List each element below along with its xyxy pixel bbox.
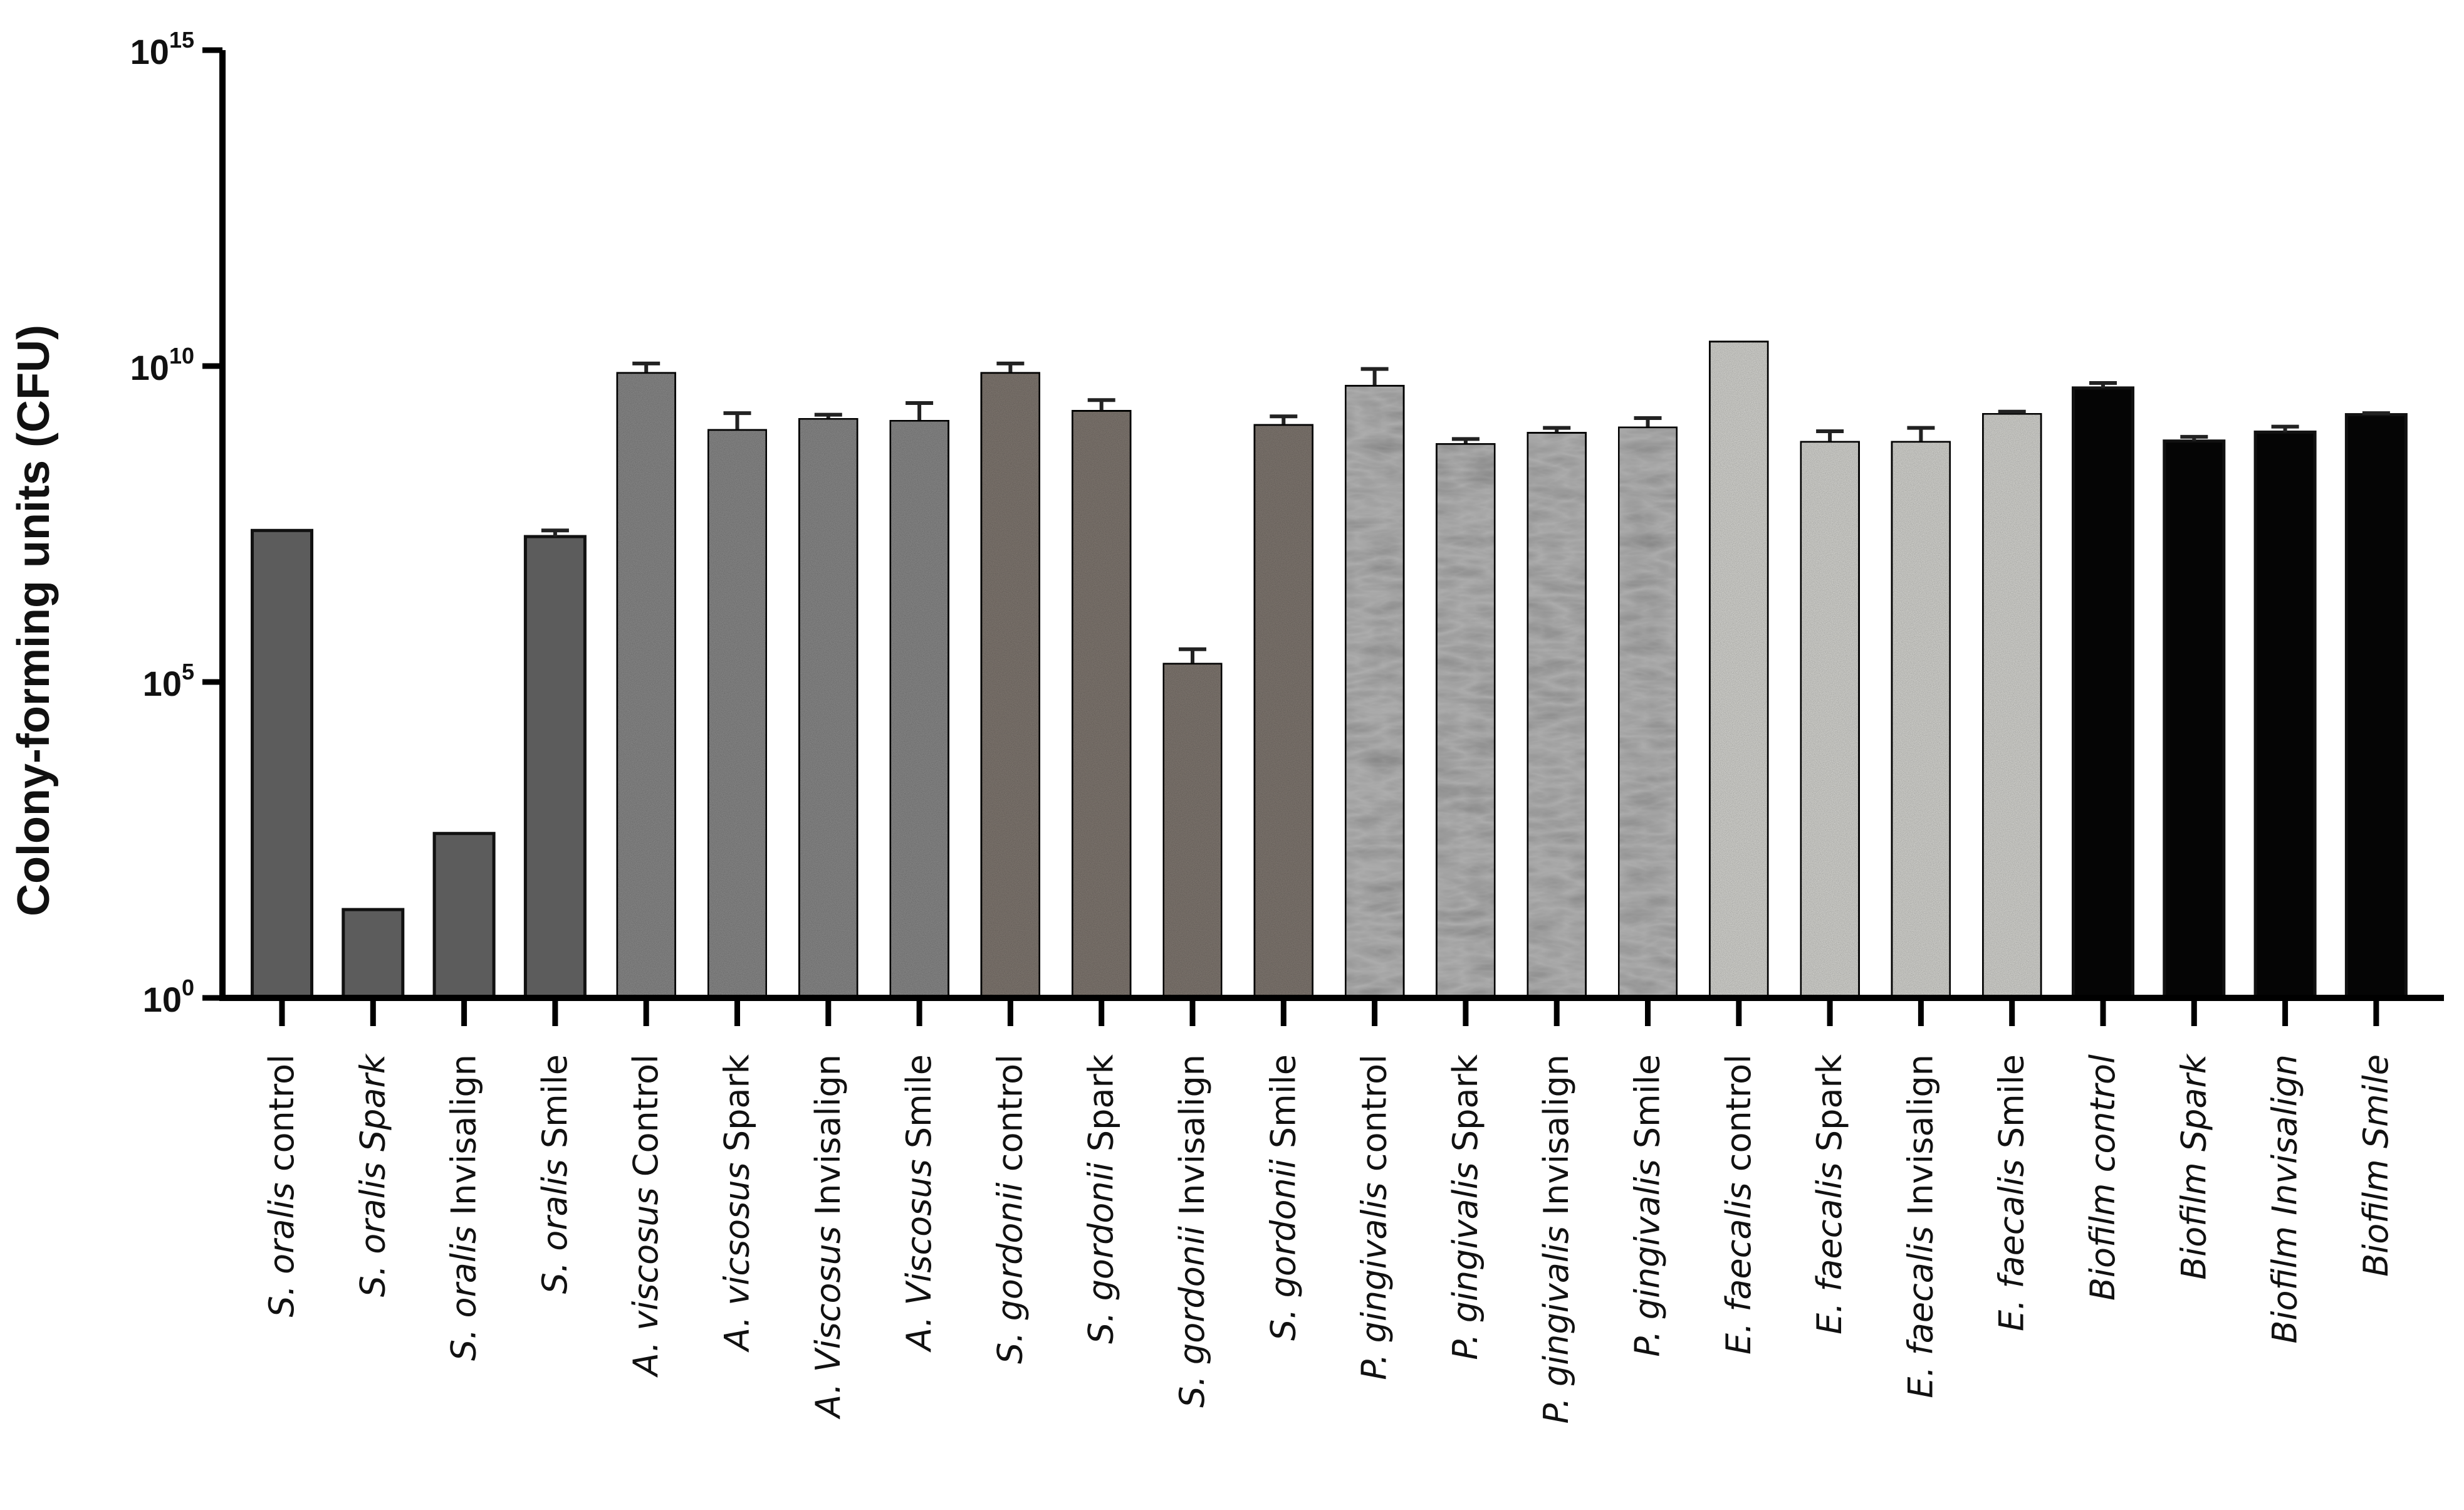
axes xyxy=(219,50,2444,1001)
y-axis-ticks: 100 105 1010 1015 xyxy=(130,27,222,1019)
bar xyxy=(979,370,1042,1000)
x-category-label: E. faecalis Spark xyxy=(1810,1054,1849,1334)
bar xyxy=(615,370,678,1000)
x-category-label: S. gordonii control xyxy=(990,1054,1030,1364)
bar xyxy=(1434,441,1497,1000)
y-tick-label: 105 xyxy=(143,659,194,703)
x-category-label: E. faecalis Smile xyxy=(1992,1054,2032,1331)
x-category-label: Biofilm Smile xyxy=(2356,1054,2396,1277)
y-tick-label: 1010 xyxy=(130,343,194,387)
bar xyxy=(706,427,769,1000)
bar xyxy=(2163,439,2226,1000)
y-axis-label: Colony-forming units (CFU) xyxy=(9,325,59,916)
bar xyxy=(1889,439,1953,1000)
bar xyxy=(432,832,496,1000)
x-category-label: Biofilm Invisalign xyxy=(2265,1054,2305,1344)
x-category-label: P. gingivalis Smile xyxy=(1628,1054,1668,1357)
bars xyxy=(251,339,2408,1000)
x-category-label: S. oralis control xyxy=(262,1054,301,1317)
x-category-label: Biofilm control xyxy=(2083,1054,2122,1301)
bar xyxy=(1616,425,1679,1000)
x-category-label: P. gingivalis Invisalign xyxy=(1537,1054,1576,1423)
x-category-label: S. gordonii Smile xyxy=(1263,1054,1303,1341)
x-axis-ticks xyxy=(279,998,2379,1026)
x-category-label: Biofilm Spark xyxy=(2174,1052,2213,1280)
bar xyxy=(796,416,860,1000)
bar xyxy=(1525,430,1589,1000)
bar xyxy=(1161,661,1224,1000)
x-category-label: E. faecalis Invisalign xyxy=(1901,1054,1940,1398)
x-category-label: A. Viscosus Smile xyxy=(899,1054,939,1353)
bar xyxy=(1343,383,1406,1000)
bar xyxy=(2344,413,2408,1000)
x-category-label: S. oralis Smile xyxy=(535,1054,575,1294)
bar xyxy=(1798,439,1862,1000)
bar xyxy=(342,908,405,1000)
x-category-label: S. gordonii Invisalign xyxy=(1172,1054,1212,1408)
y-tick-label: 100 xyxy=(143,975,194,1019)
x-category-label: S. gordonii Spark xyxy=(1082,1054,1121,1344)
x-axis-category-labels: S. oralis control S. oralis Spark S. orali… xyxy=(262,1052,2396,1423)
x-category-label: E. faecalis control xyxy=(1719,1054,1758,1355)
error-bars xyxy=(541,361,2390,663)
x-category-label: S. oralis Spark xyxy=(353,1052,392,1297)
y-tick-label: 1015 xyxy=(130,27,194,71)
bar xyxy=(1252,422,1315,1000)
bar xyxy=(523,535,587,1000)
x-category-label: A. Viscosus Invisalign xyxy=(808,1054,848,1420)
bar xyxy=(1980,411,2044,1000)
bar xyxy=(1070,408,1133,1000)
bar xyxy=(2253,430,2317,1000)
bar xyxy=(251,528,313,1000)
bar xyxy=(1707,339,1770,1000)
x-category-label: A. viscosus Control xyxy=(626,1054,666,1378)
bar xyxy=(2072,386,2134,1000)
x-category-label: S. oralis Invisalign xyxy=(444,1054,484,1361)
bar xyxy=(888,418,951,1000)
x-category-label: P. gingivalis control xyxy=(1355,1054,1394,1380)
x-category-label: A. vicsosus Spark xyxy=(718,1054,757,1353)
x-category-label: P. gingivalis Spark xyxy=(1446,1054,1485,1360)
